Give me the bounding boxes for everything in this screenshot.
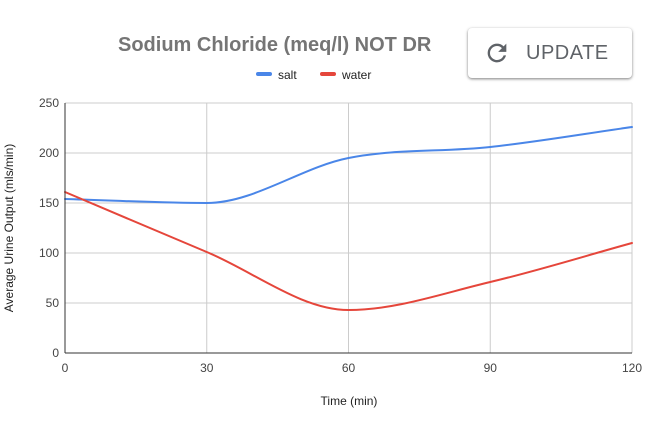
x-tick-label: 120 [622, 361, 642, 375]
y-tick-label: 200 [39, 146, 59, 160]
refresh-icon [482, 38, 512, 68]
x-axis-ticks: 0 30 60 90 120 [62, 361, 643, 375]
x-tick-label: 90 [484, 361, 498, 375]
gridlines [65, 102, 633, 353]
y-tick-label: 0 [52, 346, 59, 360]
y-tick-label: 150 [39, 196, 59, 210]
y-tick-label: 250 [39, 96, 59, 110]
y-tick-label: 50 [46, 296, 60, 310]
y-tick-label: 100 [39, 246, 59, 260]
series-line-water [64, 191, 633, 311]
legend-swatch-salt [256, 72, 272, 76]
update-button-label: UPDATE [526, 41, 609, 64]
update-button[interactable]: UPDATE [468, 28, 632, 78]
legend: salt water [256, 68, 371, 82]
x-axis-label: Time (min) [321, 394, 378, 408]
legend-item-water: water [320, 68, 371, 82]
y-axis-ticks: 0 50 100 150 200 250 [39, 96, 59, 360]
chart-title: Sodium Chloride (meq/l) NOT DR [118, 34, 432, 56]
x-tick-label: 30 [200, 361, 214, 375]
series-line-salt [64, 126, 633, 204]
legend-label-salt: salt [278, 68, 297, 82]
legend-swatch-water [320, 72, 336, 76]
legend-item-salt: salt [256, 68, 297, 82]
y-axis-label: Average Urine Output (mls/min) [2, 144, 16, 313]
series-lines [64, 126, 633, 311]
legend-label-water: water [341, 68, 371, 82]
x-tick-label: 60 [342, 361, 356, 375]
x-tick-label: 0 [62, 361, 69, 375]
